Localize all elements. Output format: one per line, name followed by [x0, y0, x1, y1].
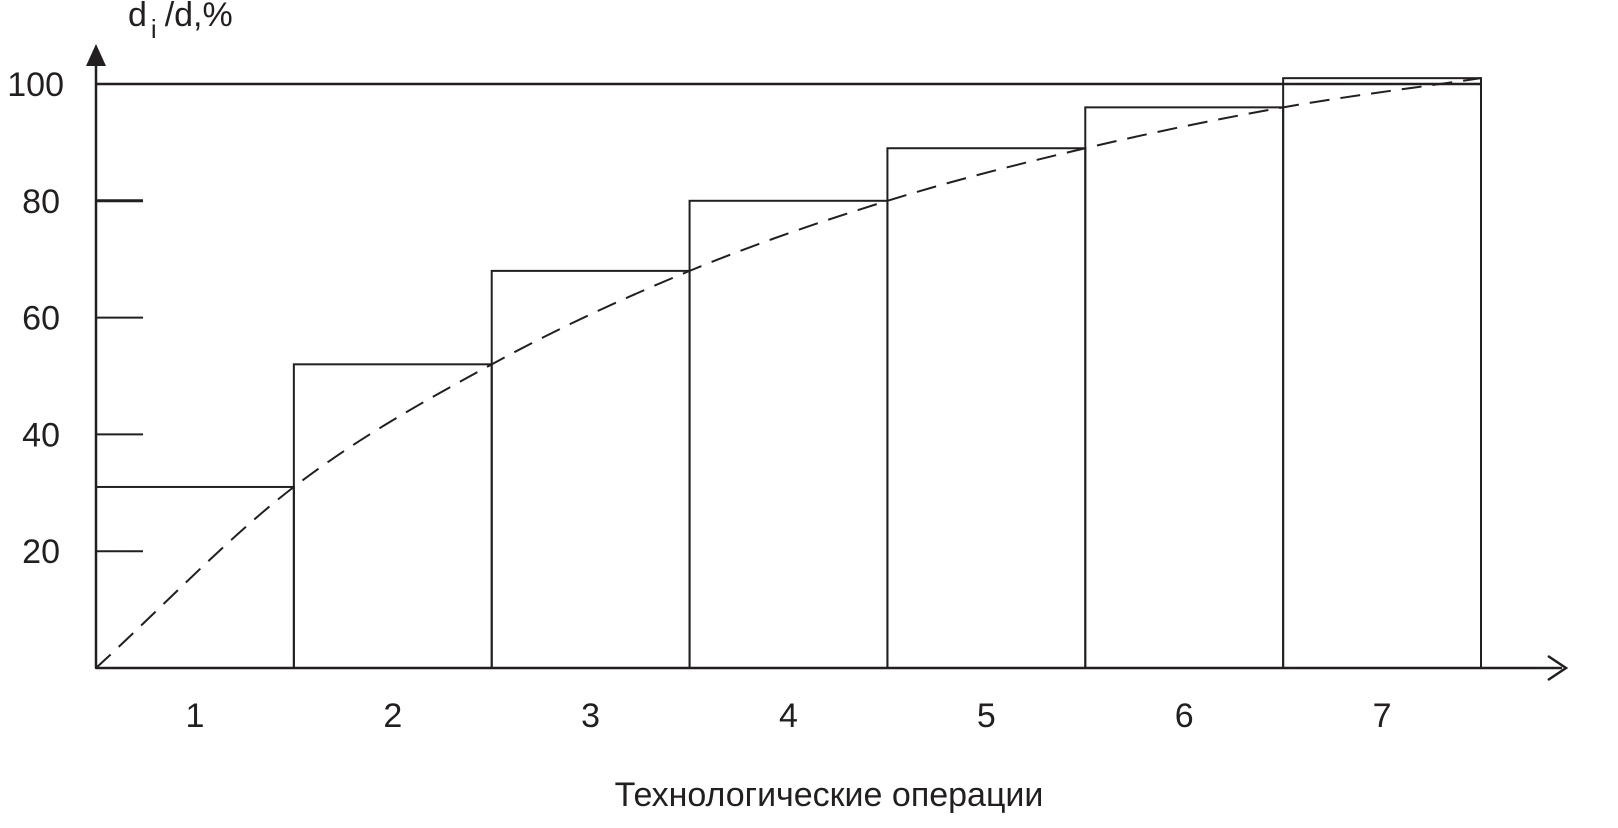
y-axis-label-subscript: i [151, 14, 157, 44]
bars [95, 77, 1482, 670]
x-category-label: 5 [977, 697, 996, 735]
x-category-label: 3 [581, 697, 600, 735]
bar [1282, 77, 1482, 670]
y-axis-label-rest: /d,% [165, 0, 233, 34]
x-category-labels: 1 2 3 4 5 6 7 [185, 697, 1391, 735]
y-axis-label: d i/d,% [128, 0, 233, 44]
y-tick-label: 100 [7, 66, 64, 104]
x-axis-arrow-icon [1547, 654, 1569, 682]
x-category-label: 7 [1373, 697, 1392, 735]
bar [886, 147, 1087, 670]
y-axis-label-main: d [128, 0, 147, 34]
y-tick-label: 20 [22, 533, 60, 571]
x-category-label: 2 [383, 697, 402, 735]
y-tick-label: 80 [22, 183, 60, 221]
bar [1084, 106, 1285, 670]
y-tick-label: 40 [22, 416, 60, 454]
y-ticks: 20 40 60 80 100 [7, 66, 143, 571]
x-category-label: 6 [1175, 697, 1194, 735]
y-axis-arrow-icon [86, 44, 106, 66]
bar [688, 199, 889, 670]
x-category-label: 4 [779, 697, 798, 735]
x-category-label: 1 [185, 697, 204, 735]
dashed-trend-curve [95, 77, 1482, 669]
y-tick-label: 60 [22, 300, 60, 338]
bar [292, 363, 493, 669]
x-axis-label: Технологические операции [615, 776, 1044, 814]
bar [490, 269, 691, 669]
